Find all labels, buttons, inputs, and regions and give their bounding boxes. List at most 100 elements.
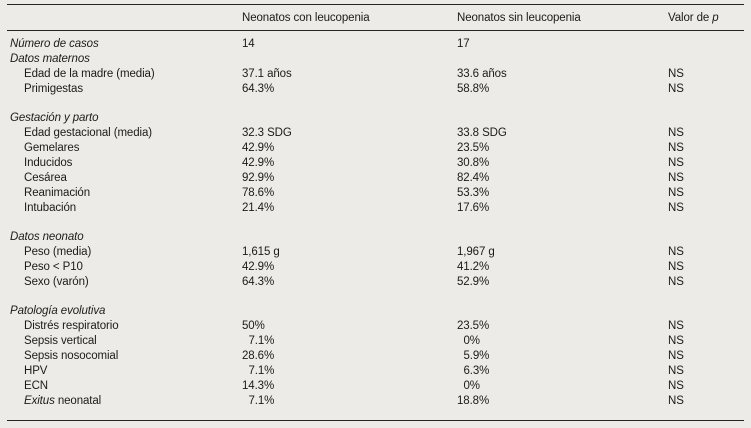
p-value: NS — [668, 395, 684, 407]
row-label-latin-term: Exitus — [24, 395, 55, 407]
column-header-p-value: Valor de p — [668, 12, 744, 24]
value-sin-leucopenia: 17.6% — [457, 202, 490, 214]
row-label: Edad gestacional (media) — [24, 127, 153, 139]
table-row-sepsis-nosocomial: Sepsis nosocomial 28.6% 5.9% NS — [7, 349, 744, 364]
value-sin-leucopenia: 33.6 años — [457, 68, 507, 80]
table-row-sepsis-vertical: Sepsis vertical 7.1% 0% NS — [7, 334, 744, 349]
value-sin-leucopenia: 82.4% — [457, 172, 490, 184]
value-sin-leucopenia: 18.8% — [457, 395, 490, 407]
row-label: Reanimación — [24, 187, 91, 199]
table-row-distres-respiratorio: Distrés respiratorio 50% 23.5% NS — [7, 319, 744, 334]
row-label: Edad de la madre (media) — [24, 68, 155, 80]
row-label: Sepsis vertical — [24, 335, 97, 347]
value-con-leucopenia: 37.1 años — [242, 68, 292, 80]
value-sin-leucopenia: 52.9% — [457, 276, 490, 288]
table-row-primigestas: Primigestas 64.3% 58.8% NS — [7, 82, 744, 97]
column-header-con-leucopenia: Neonatos con leucopenia — [242, 11, 370, 24]
row-label: Gemelares — [24, 142, 80, 154]
p-value: NS — [668, 350, 684, 362]
row-label: Exitus neonatal — [7, 394, 242, 409]
section-label: Gestación y parto — [10, 112, 99, 124]
table-row-edad-madre: Edad de la madre (media) 37.1 años 33.6 … — [7, 67, 744, 82]
row-label: Primigestas — [24, 83, 83, 95]
p-value: NS — [668, 246, 684, 258]
p-value: NS — [668, 335, 684, 347]
p-value — [668, 37, 744, 52]
p-value: NS — [668, 142, 684, 154]
p-value: NS — [668, 127, 684, 139]
p-value: NS — [668, 261, 684, 273]
value-con-leucopenia: 50% — [242, 320, 265, 332]
row-label: ECN — [24, 380, 48, 392]
value-con-leucopenia: 7.1% — [248, 335, 275, 347]
row-label: Peso < P10 — [24, 261, 83, 273]
row-label-rest: neonatal — [54, 395, 102, 407]
value-sin-leucopenia: 6.3% — [463, 365, 490, 377]
value-con-leucopenia: 42.9% — [242, 157, 275, 169]
value-con-leucopenia: 1,615 g — [242, 246, 280, 258]
comparison-table: Neonatos con leucopenia Neonatos sin leu… — [7, 4, 744, 421]
table-header-rule — [7, 30, 744, 31]
value-con-leucopenia: 14 — [242, 38, 255, 50]
table-header-row: Neonatos con leucopenia Neonatos sin leu… — [7, 5, 744, 30]
p-value: NS — [668, 172, 684, 184]
p-value: NS — [668, 202, 684, 214]
value-sin-leucopenia: 17 — [457, 38, 470, 50]
value-sin-leucopenia: 53.3% — [457, 187, 490, 199]
table-row-reanimacion: Reanimación 78.6% 53.3% NS — [7, 186, 744, 201]
table-row-peso-p10: Peso < P10 42.9% 41.2% NS — [7, 260, 744, 275]
table-top-rule — [7, 4, 744, 5]
row-label: Sepsis nosocomial — [24, 350, 119, 362]
row-label: Cesárea — [24, 172, 67, 184]
value-sin-leucopenia: 0% — [463, 335, 481, 347]
section-label: Datos neonato — [10, 231, 84, 243]
value-sin-leucopenia: 41.2% — [457, 261, 490, 273]
row-label: Inducidos — [24, 157, 73, 169]
section-label: Patología evolutiva — [10, 305, 106, 317]
table-bottom-rule — [7, 420, 744, 421]
row-label: Distrés respiratorio — [24, 320, 119, 332]
p-value: NS — [668, 380, 684, 392]
section-label: Datos maternos — [10, 53, 90, 65]
value-con-leucopenia: 21.4% — [242, 202, 275, 214]
value-sin-leucopenia: 23.5% — [457, 142, 490, 154]
table-row-peso-media: Peso (media) 1,615 g 1,967 g NS — [7, 245, 744, 260]
table-row-hpv: HPV 7.1% 6.3% NS — [7, 364, 744, 379]
value-con-leucopenia: 64.3% — [242, 276, 275, 288]
p-value: NS — [668, 187, 684, 199]
value-con-leucopenia: 64.3% — [242, 83, 275, 95]
value-sin-leucopenia: 0% — [463, 380, 481, 392]
section-row-datos-neonato: Datos neonato — [7, 230, 744, 245]
value-con-leucopenia: 42.9% — [242, 142, 275, 154]
p-value: NS — [668, 157, 684, 169]
row-label: HPV — [24, 365, 48, 377]
value-sin-leucopenia: 33.8 SDG — [457, 127, 507, 139]
table-row-exitus-neonatal: Exitus neonatal 7.1% 18.8% NS — [7, 394, 744, 409]
value-con-leucopenia: 7.1% — [248, 395, 275, 407]
row-label: Sexo (varón) — [24, 276, 89, 288]
value-con-leucopenia: 78.6% — [242, 187, 275, 199]
value-con-leucopenia: 42.9% — [242, 261, 275, 273]
value-sin-leucopenia: 5.9% — [463, 350, 490, 362]
value-sin-leucopenia: 30.8% — [457, 157, 490, 169]
section-row-gestacion-y-parto: Gestación y parto — [7, 111, 744, 126]
row-label: Número de casos — [10, 38, 99, 50]
table-row-edad-gestacional: Edad gestacional (media) 32.3 SDG 33.8 S… — [7, 126, 744, 141]
table-row-cesarea: Cesárea 92.9% 82.4% NS — [7, 171, 744, 186]
p-value-header-variable: p — [712, 11, 719, 24]
section-row-datos-maternos: Datos maternos — [7, 52, 744, 67]
row-label: Peso (media) — [24, 246, 92, 258]
table-row-ecn: ECN 14.3% 0% NS — [7, 379, 744, 394]
value-sin-leucopenia: 1,967 g — [457, 246, 495, 258]
value-con-leucopenia: 14.3% — [242, 380, 275, 392]
table-row-gemelares: Gemelares 42.9% 23.5% NS — [7, 141, 744, 156]
table-row-numero-de-casos: Número de casos 14 17 — [7, 37, 744, 52]
value-sin-leucopenia: 23.5% — [457, 320, 490, 332]
value-con-leucopenia: 92.9% — [242, 172, 275, 184]
table-row-inducidos: Inducidos 42.9% 30.8% NS — [7, 156, 744, 171]
row-label: Intubación — [24, 202, 77, 214]
p-value: NS — [668, 68, 684, 80]
section-row-patologia-evolutiva: Patología evolutiva — [7, 304, 744, 319]
p-value: NS — [668, 83, 684, 95]
table-body: Número de casos 14 17 Datos maternos Eda… — [7, 31, 744, 409]
